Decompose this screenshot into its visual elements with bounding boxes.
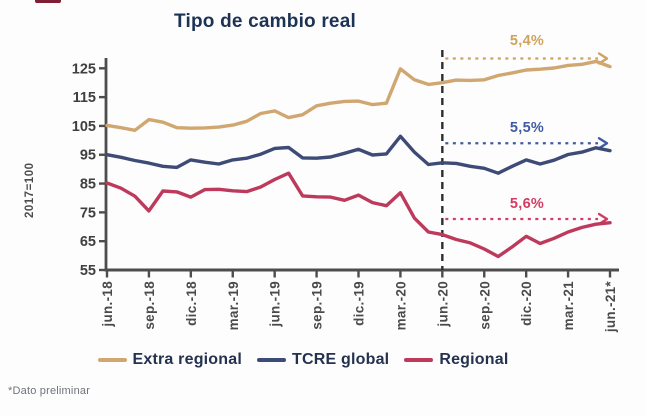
svg-text:115: 115 [73,90,96,106]
line-chart-canvas: 125 115 105 95 85 75 65 55 jun.-18 sep.-18 dic.-18… [72,50,619,334]
legend-swatch-regional [404,358,434,362]
svg-text:mar.-21: mar.-21 [561,281,576,331]
svg-text:dic.-18: dic.-18 [184,281,199,326]
annotation-tcre-global: 5,5% [509,120,545,136]
chart-title: Tipo de cambio real [174,11,356,32]
svg-text:105: 105 [72,119,96,135]
svg-text:dic.-20: dic.-20 [519,281,534,326]
svg-text:55: 55 [80,263,96,279]
legend-item-tcre-global: TCRE global [257,351,389,369]
svg-text:jun.-19: jun.-19 [268,281,283,328]
legend-swatch-tcre-global [257,358,287,362]
legend: Extra regional TCRE global Regional [0,351,626,369]
svg-text:125: 125 [72,61,96,77]
svg-text:65: 65 [80,234,96,250]
svg-text:dic.-19: dic.-19 [352,281,367,326]
annotation-regional: 5,6% [509,196,545,212]
top-edge-artifact [35,0,61,3]
footnote: *Dato preliminar [8,385,91,397]
svg-text:mar.-20: mar.-20 [393,281,408,330]
legend-item-regional: Regional [404,351,508,369]
svg-text:mar.-19: mar.-19 [226,281,241,330]
legend-label-tcre-global: TCRE global [292,351,390,368]
legend-swatch-extra-regional [97,358,127,362]
svg-text:jun.-21*: jun.-21* [603,281,618,334]
legend-label-regional: Regional [439,351,509,368]
svg-text:95: 95 [80,148,96,164]
svg-text:jun.-18: jun.-18 [100,281,115,328]
legend-item-extra-regional: Extra regional [97,351,243,369]
svg-text:sep.-20: sep.-20 [477,281,492,330]
y-axis-label: 2017=100 [24,162,36,219]
svg-text:sep.-18: sep.-18 [142,281,157,330]
svg-text:jun.-20: jun.-20 [435,281,450,328]
svg-text:85: 85 [80,177,96,193]
svg-text:sep.-19: sep.-19 [310,281,325,330]
legend-label-extra-regional: Extra regional [132,351,243,368]
annotation-extra-regional: 5,4% [509,33,545,49]
svg-text:75: 75 [80,205,96,221]
